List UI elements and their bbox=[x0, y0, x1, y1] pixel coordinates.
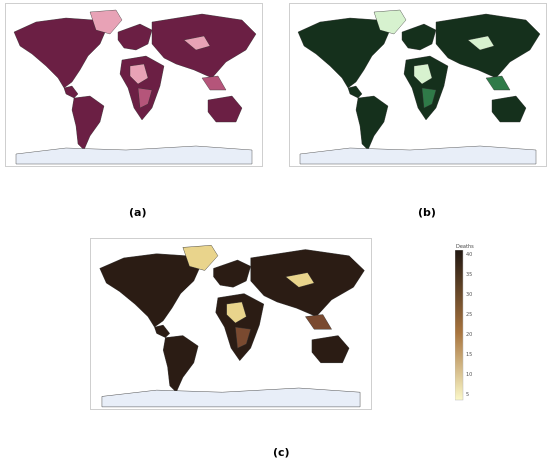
map-b-shapes bbox=[297, 9, 541, 165]
asia-region bbox=[285, 272, 315, 288]
southeast-asia bbox=[304, 314, 333, 330]
legend-tick: 25 bbox=[466, 312, 473, 318]
australia bbox=[207, 95, 243, 123]
south-america bbox=[71, 95, 105, 151]
legend-tick: 10 bbox=[466, 372, 473, 378]
africa-region bbox=[226, 301, 247, 324]
central-america bbox=[63, 85, 79, 99]
north-america bbox=[297, 17, 391, 89]
antarctica bbox=[299, 145, 537, 165]
caption-c: (c) bbox=[273, 446, 290, 459]
legend-tick: 35 bbox=[466, 272, 473, 278]
europe bbox=[117, 23, 153, 51]
africa-south bbox=[421, 87, 437, 109]
africa-south bbox=[137, 87, 153, 109]
central-america bbox=[154, 324, 171, 338]
southeast-asia bbox=[201, 75, 227, 91]
map-c-shapes bbox=[99, 245, 365, 408]
asia-region bbox=[467, 35, 495, 51]
central-america bbox=[347, 85, 363, 99]
caption-a: (a) bbox=[129, 206, 147, 219]
greenland bbox=[182, 245, 219, 271]
europe bbox=[213, 259, 251, 288]
map-panel-b bbox=[289, 3, 547, 167]
world-map-b bbox=[297, 9, 541, 165]
south-america bbox=[355, 95, 389, 151]
south-america bbox=[162, 335, 199, 393]
world-map-a bbox=[13, 9, 257, 165]
australia bbox=[311, 335, 350, 364]
legend-title: Deaths bbox=[456, 244, 474, 250]
legend-colorbar bbox=[455, 250, 464, 401]
legend-tick: 20 bbox=[466, 332, 473, 338]
africa-region bbox=[413, 63, 433, 85]
legend-tick: 15 bbox=[466, 352, 473, 358]
europe bbox=[401, 23, 437, 51]
africa-region bbox=[129, 63, 149, 85]
greenland bbox=[89, 9, 123, 35]
legend-tick: 40 bbox=[466, 252, 473, 258]
legend-tick: 5 bbox=[466, 392, 470, 398]
legend-tick: 30 bbox=[466, 292, 473, 298]
caption-b: (b) bbox=[418, 206, 436, 219]
africa-south bbox=[235, 326, 251, 349]
north-america bbox=[99, 253, 201, 328]
asia-region bbox=[183, 35, 211, 51]
north-america bbox=[13, 17, 107, 89]
antarctica bbox=[101, 387, 361, 408]
greenland bbox=[373, 9, 407, 35]
world-map-c bbox=[99, 245, 365, 408]
antarctica bbox=[15, 145, 253, 165]
australia bbox=[491, 95, 527, 123]
map-a-shapes bbox=[13, 9, 257, 165]
map-panel-c bbox=[90, 238, 372, 410]
southeast-asia bbox=[485, 75, 511, 91]
deaths-legend: Deaths 40 35 30 25 20 15 10 5 bbox=[450, 244, 490, 404]
map-panel-a bbox=[5, 3, 263, 167]
